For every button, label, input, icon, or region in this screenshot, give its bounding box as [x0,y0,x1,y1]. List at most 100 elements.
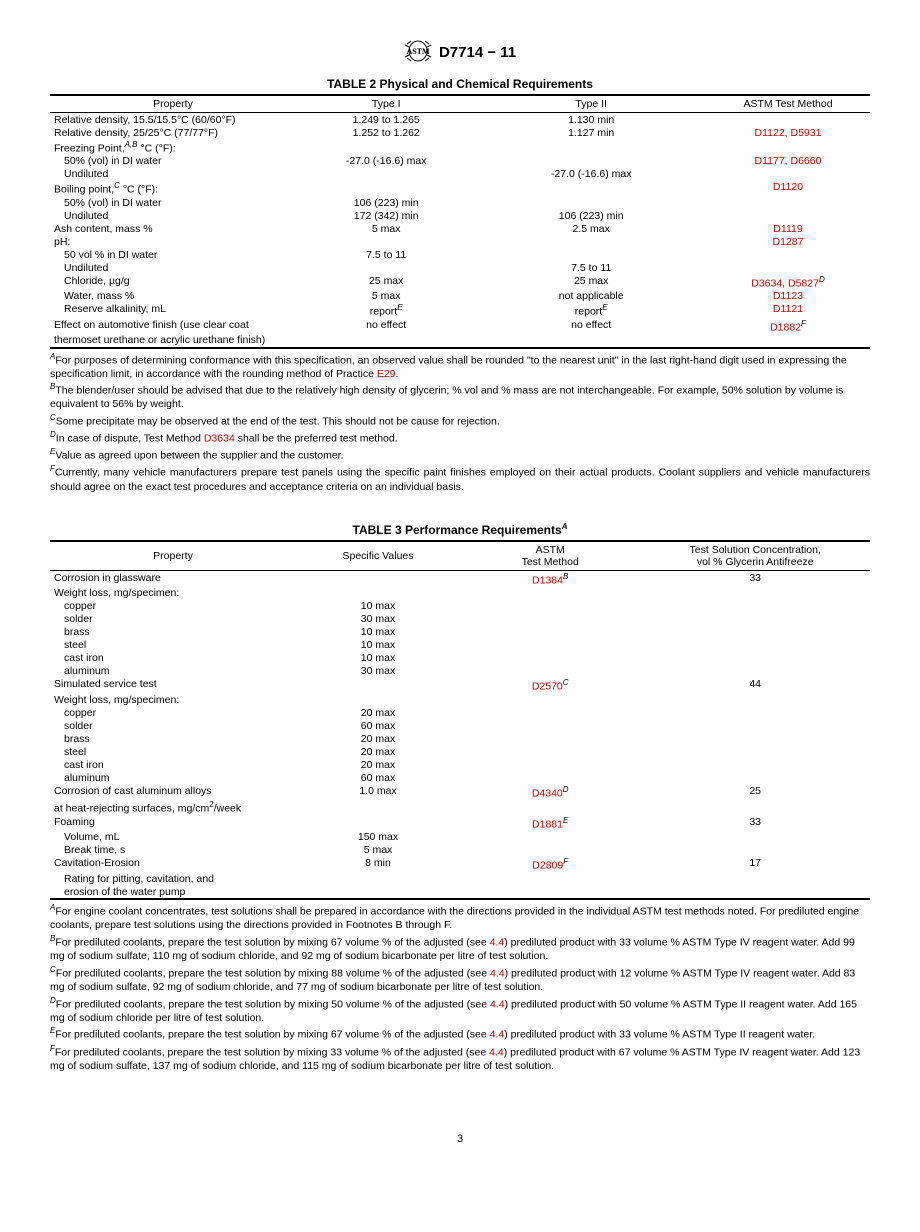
cell-method [706,139,870,155]
table3: Property Specific Values ASTMTest Method… [50,540,870,900]
footnote: CSome precipitate may be observed at the… [50,413,870,429]
cell-property: solder [50,719,296,732]
cell-method[interactable]: D1123 [706,290,870,303]
footnote: AFor purposes of determining conformance… [50,352,870,382]
cell-conc [640,626,870,639]
cell-method [460,844,640,857]
table-row: solder30 max [50,613,870,626]
cell-conc [640,600,870,613]
cell-property: copper [50,706,296,719]
cell-method[interactable]: D1881E [460,815,640,831]
table2-h-type2: Type II [476,95,706,113]
cell-conc: 17 [640,857,870,873]
table-row: Boiling point,C °C (°F): D1120 [50,181,870,197]
footnote: AFor engine coolant concentrates, test s… [50,903,870,933]
table-row: 50 vol % in DI water7.5 to 11 [50,248,870,261]
cell-method[interactable]: D4340D [460,784,640,800]
cell-method[interactable]: D1287 [706,235,870,248]
table-row: Relative density, 25/25°C (77/77°F)1.252… [50,126,870,139]
cell-property: solder [50,613,296,626]
cell-method[interactable]: D3634, D5827D [706,274,870,290]
cell-property: Undiluted [50,209,296,222]
cell-method[interactable]: D1121 [706,303,870,319]
table-row: thermoset urethane or acrylic urethane f… [50,334,870,348]
cell-type1 [296,181,476,197]
cell-value [296,571,460,587]
footnote-link[interactable]: E29 [377,368,396,380]
footnote-link[interactable]: 4.4 [490,998,505,1010]
cell-method[interactable]: D2809F [460,857,640,873]
table-row: Relative density, 15.5/15.5°C (60/60°F)1… [50,113,870,127]
cell-property: steel [50,745,296,758]
table-row: Corrosion in glasswareD1384B33 [50,571,870,587]
cell-type1 [296,235,476,248]
cell-method[interactable]: D1120 [706,181,870,197]
table-row: copper20 max [50,706,870,719]
cell-method [460,831,640,844]
table3-footnotes: AFor engine coolant concentrates, test s… [50,903,870,1073]
cell-value [296,872,460,885]
cell-property: Volume, mL [50,831,296,844]
cell-method [460,745,640,758]
table3-header-row: Property Specific Values ASTMTest Method… [50,541,870,571]
table-row: Undiluted-27.0 (-16.6) max [50,168,870,181]
cell-type1 [296,168,476,181]
cell-method [460,613,640,626]
cell-method [460,587,640,600]
footnote: DFor prediluted coolants, prepare the te… [50,996,870,1026]
footnote: BThe blender/user should be advised that… [50,382,870,412]
cell-type2: 7.5 to 11 [476,261,706,274]
cell-value: 150 max [296,831,460,844]
cell-method[interactable]: D1384B [460,571,640,587]
table2-footnotes: AFor purposes of determining conformance… [50,352,870,495]
cell-type1: 7.5 to 11 [296,248,476,261]
footnote-link[interactable]: 4.4 [490,1029,505,1041]
cell-property: aluminum [50,771,296,784]
cell-method [460,771,640,784]
cell-property: Freezing Point,A,B °C (°F): [50,139,296,155]
cell-method[interactable]: D2570C [460,678,640,694]
cell-property: Foaming [50,815,296,831]
cell-method[interactable]: D1882F [706,318,870,334]
cell-conc [640,665,870,678]
table2-h-type1: Type I [296,95,476,113]
cell-property: Boiling point,C °C (°F): [50,181,296,197]
cell-method [460,626,640,639]
table-row: Undiluted172 (342) min106 (223) min [50,209,870,222]
document-id: D7714 − 11 [439,44,516,61]
cell-conc [640,831,870,844]
table-row: Simulated service testD2570C44 [50,678,870,694]
table-row: steel20 max [50,745,870,758]
cell-property: Relative density, 25/25°C (77/77°F) [50,126,296,139]
table-row: Undiluted7.5 to 11 [50,261,870,274]
cell-method [460,719,640,732]
footnote-link[interactable]: 4.4 [489,1046,504,1058]
cell-type2 [476,235,706,248]
cell-conc [640,800,870,816]
footnote: DIn case of dispute, Test Method D3634 s… [50,430,870,446]
cell-type2: not applicable [476,290,706,303]
cell-method [706,334,870,348]
cell-value: 30 max [296,613,460,626]
cell-property: brass [50,626,296,639]
cell-value: 8 min [296,857,460,873]
cell-value: 60 max [296,771,460,784]
cell-type2: 1.127 min [476,126,706,139]
table-row: 50% (vol) in DI water-27.0 (-16.6) maxD1… [50,155,870,168]
cell-type2: 25 max [476,274,706,290]
cell-method[interactable]: D1119 [706,222,870,235]
cell-method [460,665,640,678]
cell-method[interactable]: D1122, D5931 [706,126,870,139]
cell-conc [640,613,870,626]
cell-property: cast iron [50,652,296,665]
footnote: FFor prediluted coolants, prepare the te… [50,1044,870,1074]
cell-method [460,800,640,816]
footnote-link[interactable]: 4.4 [490,967,505,979]
table-row: cast iron10 max [50,652,870,665]
table3-h-conc: Test Solution Concentration,vol % Glycer… [640,541,870,571]
cell-method[interactable]: D1177, D6660 [706,155,870,168]
footnote-link[interactable]: 4.4 [490,937,505,949]
cell-conc [640,652,870,665]
footnote-link[interactable]: D3634 [204,433,235,445]
cell-conc: 44 [640,678,870,694]
